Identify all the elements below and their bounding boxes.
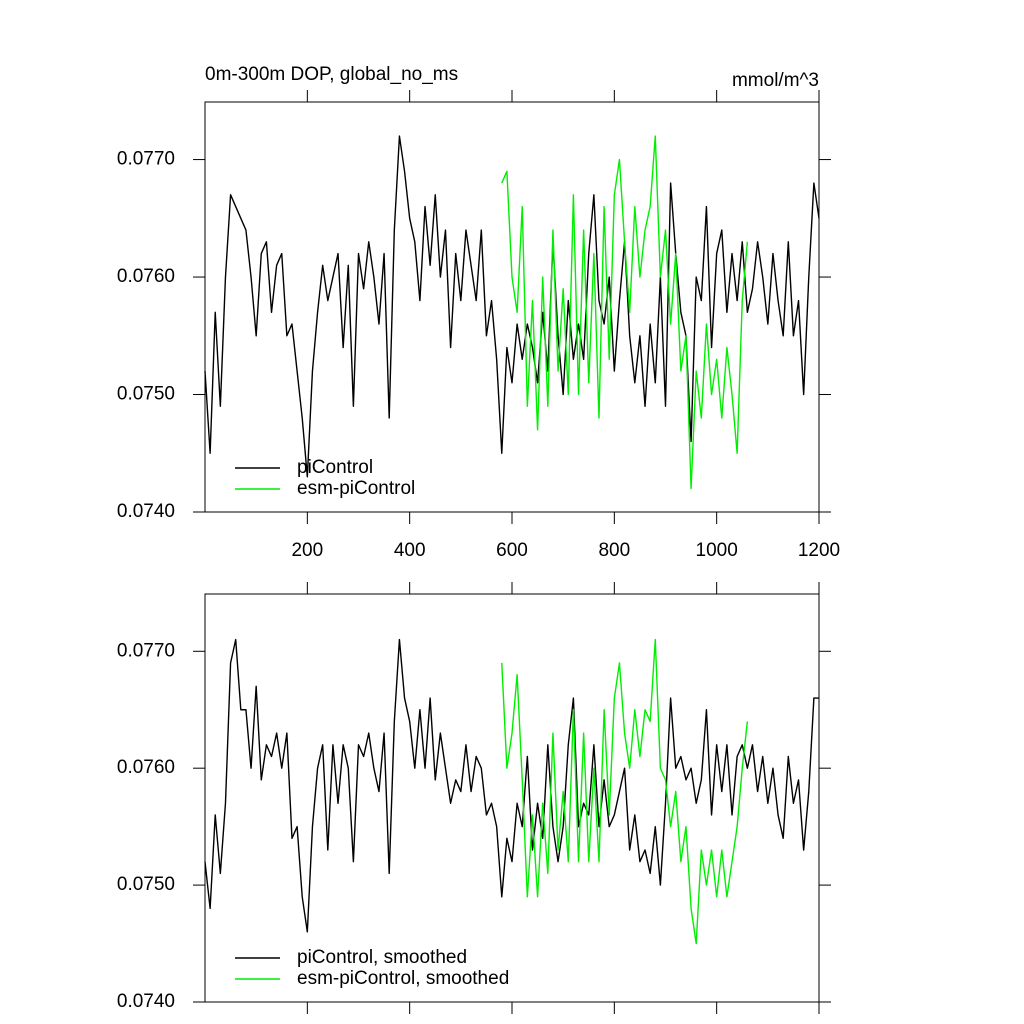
y-tick-label: 0.0760 <box>117 757 175 778</box>
y-tick-label: 0.0740 <box>117 991 175 1012</box>
x-tick-label: 400 <box>394 540 426 561</box>
units-label: mmol/m^3 <box>732 70 819 91</box>
x-tick-label: 800 <box>598 540 630 561</box>
y-tick-label: 0.0750 <box>117 384 175 405</box>
legend-label: piControl <box>297 457 373 478</box>
x-tick-label: 1200 <box>798 540 840 561</box>
legend-label: piControl, smoothed <box>297 947 467 968</box>
y-tick-label: 0.0770 <box>117 149 175 170</box>
y-tick-label: 0.0750 <box>117 874 175 895</box>
x-tick-label: 1000 <box>696 540 738 561</box>
plot-frame <box>204 593 820 1003</box>
y-tick-label: 0.0760 <box>117 266 175 287</box>
series-line <box>501 638 749 945</box>
series-line <box>204 135 820 478</box>
legend-label: esm-piControl <box>297 478 415 499</box>
y-tick-label: 0.0770 <box>117 640 175 661</box>
x-tick-label: 200 <box>291 540 323 561</box>
series-line <box>501 135 749 490</box>
chart-title: 0m-300m DOP, global_no_ms <box>205 64 458 85</box>
y-tick-label: 0.0740 <box>117 501 175 522</box>
x-tick-label: 600 <box>496 540 528 561</box>
legend-label: esm-piControl, smoothed <box>297 968 509 989</box>
series-line <box>204 638 819 933</box>
